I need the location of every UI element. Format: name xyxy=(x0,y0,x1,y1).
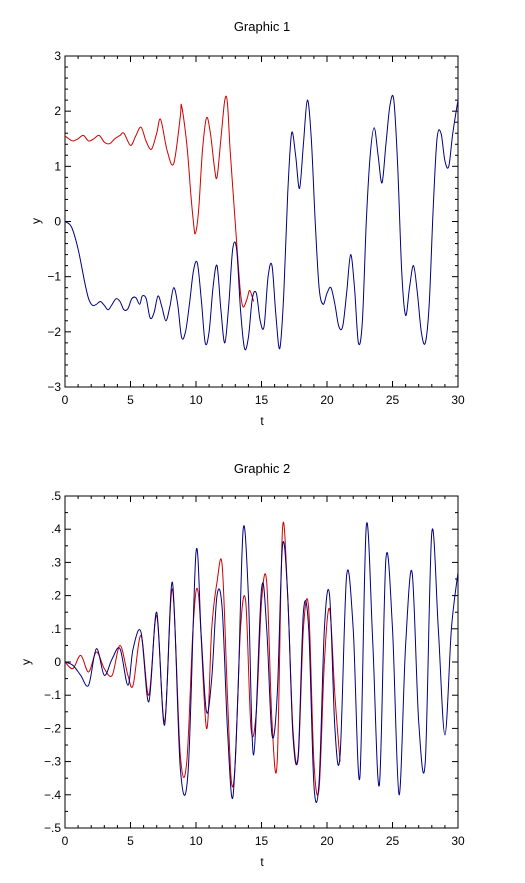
chart-1-plot-frame xyxy=(64,55,459,388)
chart-2-series xyxy=(64,521,459,803)
chart-1-y-tick-label: −2 xyxy=(47,325,61,339)
chart-1-x-ticks: 0 5 10 15 20 25 30 xyxy=(62,56,465,407)
chart-graphic-2: Graphic 2 0 5 10 15 20 25 30 −.5 −.4 −.3 −.2 −.1 0.… xyxy=(19,461,465,869)
chart-2-y-tick-label: .3 xyxy=(51,555,61,569)
chart-1-series-line-2 xyxy=(64,94,459,351)
chart-2-x-tick-label: 0 xyxy=(62,834,69,848)
chart-1-series xyxy=(64,94,459,351)
chart-1-y-tick-label: 1 xyxy=(54,159,61,173)
chart-2-title: Graphic 2 xyxy=(234,461,290,476)
chart-1-x-tick-label: 5 xyxy=(127,393,134,407)
chart-2-plot-frame xyxy=(64,495,459,829)
chart-2-y-tick-label: .2 xyxy=(51,589,61,603)
chart-1-title: Graphic 1 xyxy=(234,19,290,34)
chart-1-x-axis-label: t xyxy=(260,414,264,428)
chart-2-y-axis-label: y xyxy=(19,659,33,665)
chart-2-y-tick-label: .4 xyxy=(51,522,61,536)
chart-1-y-tick-label: −3 xyxy=(47,380,61,394)
chart-2-x-tick-label: 30 xyxy=(451,834,465,848)
chart-2-y-tick-label: −.1 xyxy=(44,688,61,702)
chart-1-x-tick-label: 20 xyxy=(320,393,334,407)
chart-2-x-ticks: 0 5 10 15 20 25 30 xyxy=(62,496,465,848)
chart-2-y-ticks: −.5 −.4 −.3 −.2 −.1 0 .1 .2 .3 .4 .5 xyxy=(44,489,458,835)
chart-2-series-line-2 xyxy=(64,522,459,803)
chart-1-series-line-1 xyxy=(64,95,255,308)
chart-1-x-tick-label: 30 xyxy=(451,393,465,407)
chart-2-y-tick-label: −.3 xyxy=(44,755,61,769)
chart-2-x-tick-label: 20 xyxy=(320,834,334,848)
chart-2-x-tick-label: 15 xyxy=(255,834,269,848)
chart-graphic-1: Graphic 1 0 5 10 15 20 25 30 −3 −2 −1 0 1 2 3 t y xyxy=(29,19,465,428)
chart-2-x-tick-label: 5 xyxy=(127,834,134,848)
chart-2-x-tick-label: 25 xyxy=(386,834,400,848)
chart-1-y-tick-label: 3 xyxy=(54,49,61,63)
chart-2-y-tick-label: −.5 xyxy=(44,821,61,835)
chart-1-y-tick-label: 2 xyxy=(54,104,61,118)
chart-1-x-tick-label: 15 xyxy=(255,393,269,407)
chart-2-x-tick-label: 10 xyxy=(189,834,203,848)
chart-2-y-tick-label: .5 xyxy=(51,489,61,503)
chart-1-y-axis-label: y xyxy=(29,218,43,224)
chart-1-y-ticks: −3 −2 −1 0 1 2 3 xyxy=(47,49,458,394)
chart-2-x-axis-label: t xyxy=(260,855,264,869)
chart-2-y-tick-label: −.2 xyxy=(44,721,61,735)
chart-2-y-tick-label: −.4 xyxy=(44,788,61,802)
chart-1-x-tick-label: 25 xyxy=(386,393,400,407)
chart-1-x-tick-label: 10 xyxy=(189,393,203,407)
chart-2-y-tick-label: .1 xyxy=(51,622,61,636)
chart-1-x-tick-label: 0 xyxy=(62,393,69,407)
chart-1-y-tick-label: −1 xyxy=(47,270,61,284)
chart-1-y-tick-label: 0 xyxy=(54,215,61,229)
chart-2-y-tick-label: 0 xyxy=(54,655,61,669)
